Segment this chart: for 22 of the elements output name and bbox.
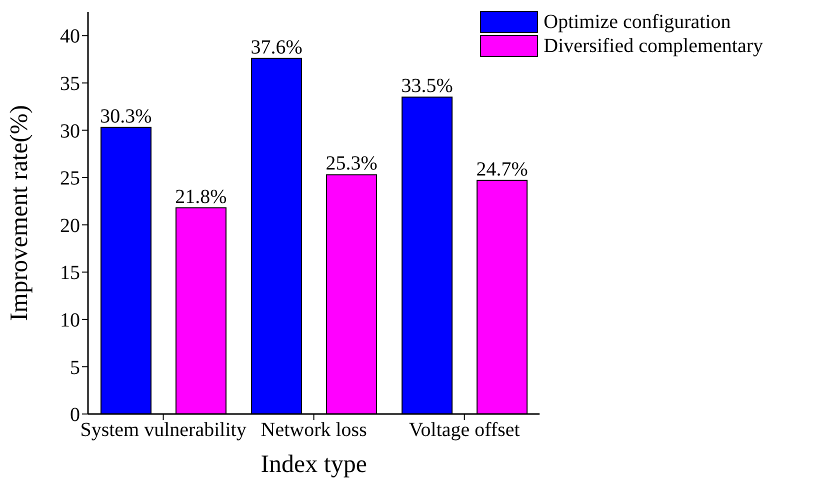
y-tick-label: 10 xyxy=(60,310,80,332)
x-tick-label: Network loss xyxy=(260,419,368,442)
y-tick-label: 5 xyxy=(70,356,80,379)
data-label: 33.5% xyxy=(401,75,453,98)
data-label: 24.7% xyxy=(476,158,528,180)
y-axis-title: Improvement rate(%) xyxy=(6,105,33,321)
y-tick-label: 15 xyxy=(60,262,80,284)
legend-label: Optimize configuration xyxy=(544,10,731,34)
x-tick-label: Voltage offset xyxy=(408,419,520,442)
y-tick-label: 25 xyxy=(60,168,80,190)
y-tick-label: 0 xyxy=(70,404,80,426)
y-tick-label: 40 xyxy=(60,26,80,48)
x-axis-title: Index type xyxy=(260,451,367,478)
x-tick-label: System vulnerability xyxy=(80,419,246,442)
data-label: 21.8% xyxy=(175,186,227,208)
legend-label: Diversified complementary xyxy=(544,34,763,58)
data-label: 30.3% xyxy=(100,105,152,128)
data-label: 37.6% xyxy=(250,36,302,58)
data-label: 25.3% xyxy=(326,152,378,175)
y-tick-label: 30 xyxy=(60,120,80,142)
y-tick-label: 35 xyxy=(60,73,80,96)
y-tick-label: 20 xyxy=(60,214,80,237)
